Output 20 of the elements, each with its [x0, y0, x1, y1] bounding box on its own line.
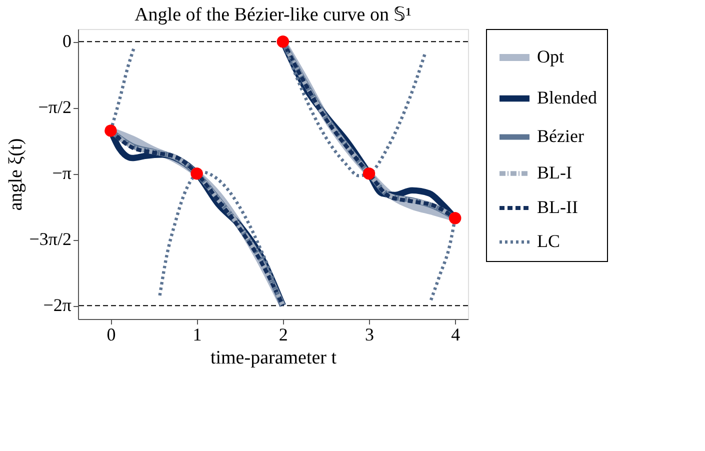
chart-title: Angle of the Bézier-like curve on 𝕊¹	[134, 4, 412, 26]
y-tick-label: 0	[62, 31, 72, 52]
y-tick-label: −π/2	[38, 97, 72, 118]
x-tick-label: 1	[192, 324, 202, 344]
legend-label: Bézier	[537, 126, 584, 146]
legend-label: LC	[537, 231, 560, 251]
legend-label: Opt	[537, 46, 564, 66]
x-axis-title: time-parameter t	[210, 348, 338, 368]
y-tick-label: −2π	[43, 295, 72, 316]
legend-label: BL-II	[537, 197, 578, 217]
y-tick-label: −3π/2	[29, 229, 72, 250]
legend-label: Blended	[537, 88, 597, 108]
x-tick-label: 3	[364, 324, 374, 344]
y-tick-label: −π	[52, 163, 72, 184]
y-axis-title: angle ξ(t)	[5, 138, 26, 211]
x-tick-label: 0	[106, 324, 116, 344]
x-tick-label: 4	[451, 324, 460, 344]
x-tick-label: 2	[278, 324, 288, 344]
point	[448, 212, 462, 224]
legend-label: BL-I	[537, 162, 572, 182]
